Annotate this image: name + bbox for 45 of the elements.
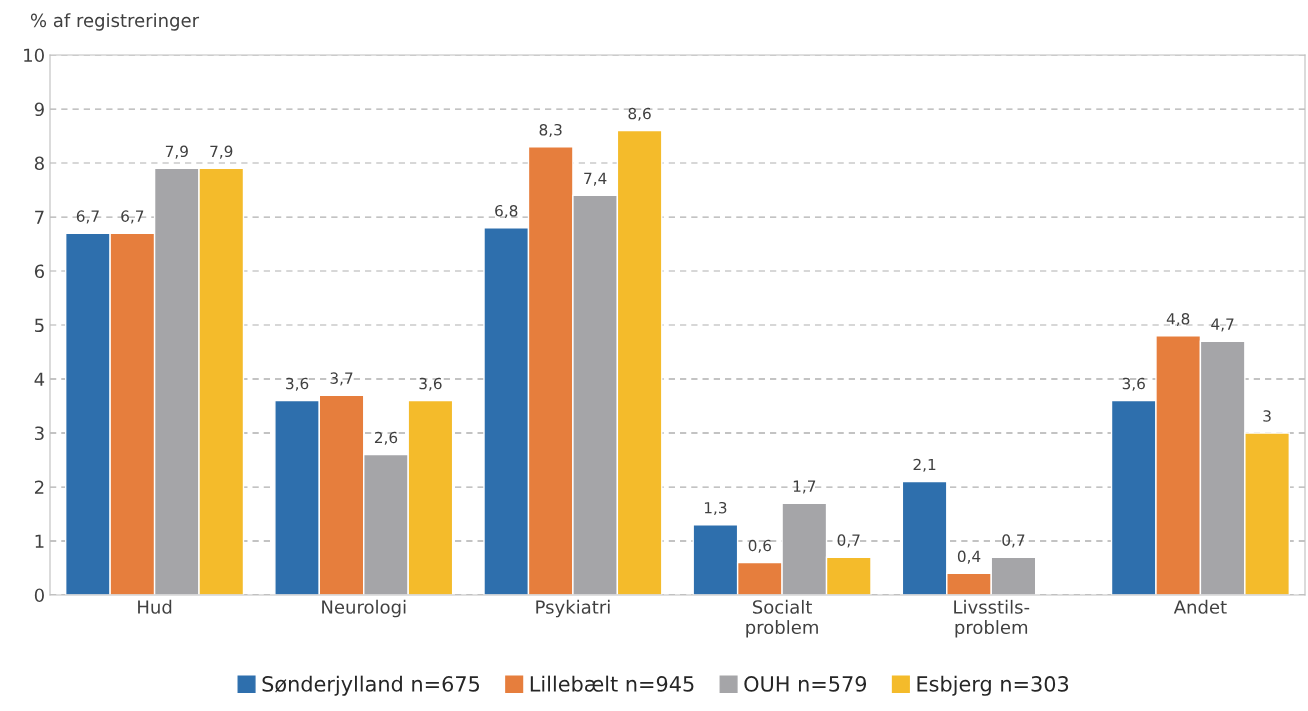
- y-tick-label: 7: [35, 210, 44, 224]
- y-tick-label: 0: [34, 588, 44, 603]
- data-label: 3,7: [330, 372, 353, 386]
- y-tick-label: 5: [35, 318, 44, 333]
- data-label: 6,7: [76, 210, 99, 224]
- x-tick-label: Neurologi: [322, 599, 406, 618]
- y-tick-label: 2: [34, 480, 44, 494]
- data-label: 2,6: [374, 431, 398, 445]
- data-label: 4,7: [1211, 318, 1234, 332]
- data-label: 1,7: [793, 480, 816, 494]
- y-tick-label: 6: [34, 264, 44, 279]
- data-label: 0,7: [837, 534, 860, 548]
- legend-label: Sønderjylland n=675: [262, 675, 480, 696]
- data-label: 1,3: [704, 501, 727, 516]
- data-label: 8,6: [628, 107, 651, 121]
- y-tick-label: 1: [35, 534, 44, 548]
- y-tick-label: 9: [34, 102, 44, 117]
- y-tick-label: 8: [34, 156, 44, 171]
- legend-label: Lillebælt n=945: [530, 675, 694, 692]
- data-label: 7,4: [584, 172, 607, 186]
- x-tick-label: Psykiatri: [536, 599, 610, 618]
- data-label: 8,3: [539, 123, 562, 138]
- legend-label: Esbjerg n=303: [917, 675, 1069, 696]
- x-tick-label: Socialt problem: [746, 599, 818, 638]
- data-label: 0,4: [957, 550, 981, 564]
- data-label: 3,6: [286, 377, 309, 391]
- data-label: 3,6: [419, 377, 442, 391]
- data-label: 3,6: [1122, 377, 1145, 391]
- data-label: 2,1: [913, 458, 936, 472]
- y-tick-label: 3: [35, 426, 44, 441]
- x-tick-label: Livsstils- problem: [954, 599, 1030, 638]
- data-label: 6,7: [121, 210, 144, 224]
- data-label: 7,9: [210, 145, 233, 159]
- legend-label: OUH n=579: [744, 676, 867, 692]
- y-tick-label: 4: [34, 372, 45, 386]
- data-label: 6,8: [495, 204, 518, 219]
- data-label: 7,9: [165, 145, 188, 159]
- data-label: 0,6: [748, 539, 772, 553]
- x-tick-label: Hud: [138, 599, 172, 614]
- data-label: 4,8: [1166, 312, 1190, 327]
- data-label: 0,7: [1002, 534, 1025, 548]
- y-axis-title: % af registreringer: [30, 13, 200, 31]
- data-label: 3: [1263, 410, 1271, 422]
- y-tick-label: 10: [24, 48, 44, 63]
- x-tick-label: Andet: [1173, 599, 1227, 614]
